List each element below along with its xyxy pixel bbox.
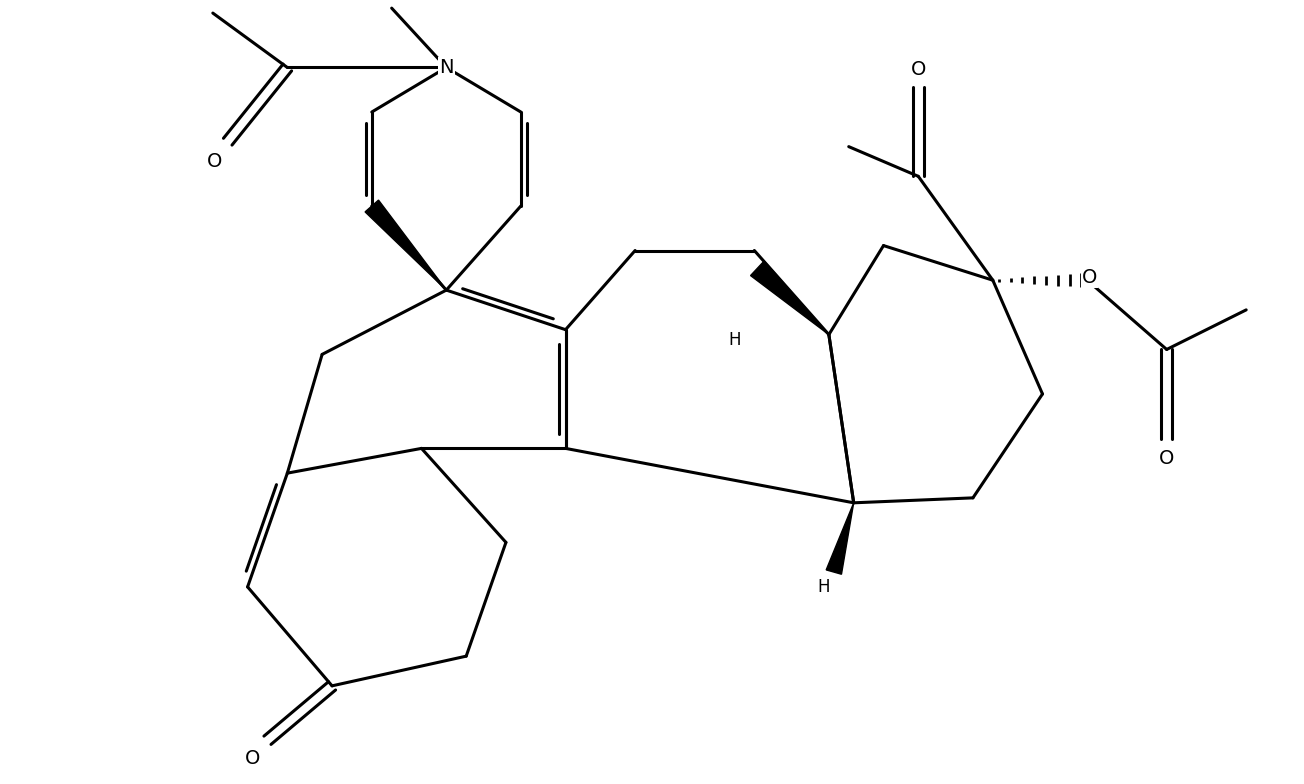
Polygon shape bbox=[365, 200, 446, 290]
Text: H: H bbox=[728, 331, 741, 349]
Text: O: O bbox=[1159, 448, 1175, 468]
Text: N: N bbox=[439, 58, 454, 77]
Text: O: O bbox=[245, 749, 261, 768]
Text: O: O bbox=[207, 152, 223, 171]
Text: O: O bbox=[1081, 267, 1097, 287]
Text: H: H bbox=[818, 578, 831, 596]
Polygon shape bbox=[751, 261, 829, 335]
Text: O: O bbox=[910, 60, 926, 79]
Polygon shape bbox=[827, 503, 854, 574]
